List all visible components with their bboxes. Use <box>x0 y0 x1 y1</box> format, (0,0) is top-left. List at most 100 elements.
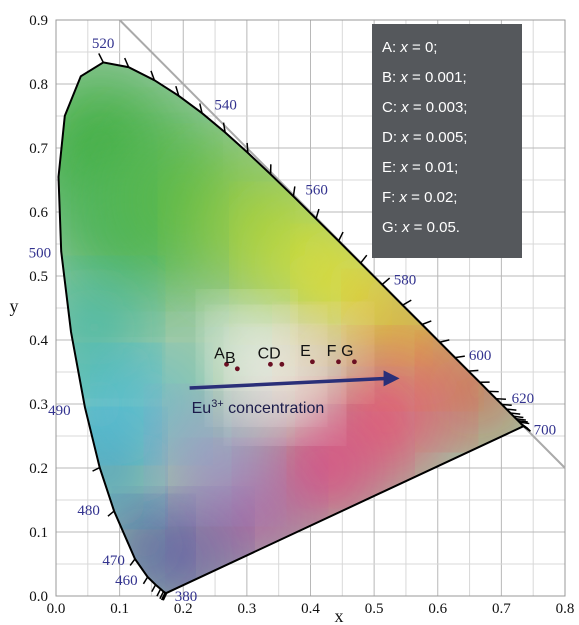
wavelength-label-600: 600 <box>469 348 492 364</box>
y-tick-label: 0.7 <box>29 141 48 157</box>
locus-tick <box>315 208 320 219</box>
color-blob <box>58 282 139 372</box>
y-tick-label: 0.3 <box>29 397 48 413</box>
y-tick-label: 0.6 <box>29 205 48 221</box>
axes: 0.0 0.1 0.2 0.3 0.4 0.5 0.6 0.7 0.8 0.0 0.1 0.2 0.3 0… <box>29 13 574 617</box>
wavelength-label-520: 520 <box>92 36 115 52</box>
wavelength-label-460: 460 <box>115 573 138 589</box>
arrow-head <box>383 370 400 387</box>
locus-tick <box>292 186 296 197</box>
locus-tick <box>199 103 203 114</box>
y-axis-label: y <box>10 296 19 316</box>
locus-tick <box>506 408 517 411</box>
wavelength-label-470: 470 <box>102 553 125 569</box>
locus-tick <box>515 417 527 421</box>
wavelength-label-700: 700 <box>534 422 557 438</box>
color-blob <box>265 410 381 526</box>
point-F <box>336 359 341 365</box>
locus-tick <box>454 355 465 359</box>
locus-tick <box>468 369 479 372</box>
locus-tick <box>222 122 226 133</box>
concentration-arrow: Eu3+ concentration <box>189 370 400 417</box>
point-E <box>310 359 315 365</box>
wavelength-label-580: 580 <box>394 272 417 288</box>
x-tick-label: 0.5 <box>365 601 384 617</box>
x-tick-label: 0.6 <box>428 601 447 617</box>
color-blob <box>215 308 279 372</box>
arrow-shaft <box>189 376 388 390</box>
point-label-G: G <box>341 343 353 360</box>
y-tick-label: 0.0 <box>29 589 48 605</box>
locus-tick <box>160 592 166 601</box>
y-tick-label: 0.9 <box>29 13 48 29</box>
locus-tick <box>107 510 115 517</box>
locus-tick <box>92 466 101 472</box>
wavelength-label-380: 380 <box>175 589 198 605</box>
plot-frame <box>55 19 566 597</box>
color-blob <box>437 353 515 430</box>
legend-entry: E: x = 0.01; <box>382 159 458 176</box>
legend-entry: D: x = 0.005; <box>382 129 467 146</box>
color-blob <box>170 410 260 500</box>
locus-tick <box>402 299 412 306</box>
point-label-C: C <box>258 345 270 362</box>
legend-entry: B: x = 0.001; <box>382 69 467 86</box>
point-label-E: E <box>300 343 311 360</box>
locus-tick <box>360 254 368 264</box>
x-tick-label: 0.8 <box>556 601 575 617</box>
locus-tick <box>246 142 249 153</box>
locus-tick <box>495 397 506 401</box>
locus-tick <box>510 412 521 415</box>
locus-ticks <box>92 53 531 601</box>
locus-tick <box>517 419 528 423</box>
locus-tick <box>159 591 165 600</box>
legend-entry: C: x = 0.003; <box>382 99 467 116</box>
x-tick-label: 0.2 <box>174 601 193 617</box>
point-C <box>268 361 273 367</box>
legend-entry: F: x = 0.02; <box>382 189 457 206</box>
locus-tick <box>150 70 156 81</box>
locus-tick <box>175 85 180 96</box>
legend: A: x = 0; B: x = 0.001; C: x = 0.003; D: x … <box>372 24 522 258</box>
x-axis-label: x <box>335 606 344 625</box>
wavelength-label-560: 560 <box>305 183 328 199</box>
locus-tick <box>523 425 531 432</box>
legend-entry: G: x = 0.05. <box>382 219 460 236</box>
point-label-A: A <box>214 345 225 362</box>
locus-tick <box>439 339 450 343</box>
x-tick-label: 0.7 <box>492 601 511 617</box>
wavelength-label-620: 620 <box>512 391 535 407</box>
wavelength-label-500: 500 <box>29 246 52 262</box>
y-tick-label: 0.5 <box>29 269 48 285</box>
legend-box <box>372 24 522 258</box>
locus-tick <box>501 403 512 407</box>
locus-tick <box>156 588 162 597</box>
y-tick-label: 0.8 <box>29 77 48 93</box>
locus-tick <box>421 320 432 326</box>
point-B <box>234 366 240 372</box>
x-tick-label: 0.0 <box>47 601 66 617</box>
wavelength-labels: 380 460 470 480 490 500 520 540 560 580 600 620 700 <box>29 36 557 605</box>
locus-tick <box>519 421 530 425</box>
locus-tick <box>98 53 104 63</box>
point-D <box>279 361 285 367</box>
y-tick-label: 0.2 <box>29 461 48 477</box>
locus-tick <box>381 277 391 286</box>
locus-tick <box>124 57 130 68</box>
spectral-locus <box>57 61 526 595</box>
x-tick-label: 0.4 <box>301 601 320 617</box>
arrow-label: Eu3+ concentration <box>192 398 325 417</box>
locus-tick <box>161 592 167 601</box>
wavelength-label-540: 540 <box>214 97 237 113</box>
point-label-D: D <box>269 345 281 362</box>
color-blob <box>113 365 190 443</box>
locus-tick <box>142 576 149 585</box>
locus-tick <box>129 558 136 566</box>
x-tick-label: 0.3 <box>238 601 257 617</box>
y-tick-label: 0.4 <box>29 333 48 349</box>
locus-tick <box>513 415 524 419</box>
locus-tick <box>151 584 157 593</box>
legend-entry: A: x = 0; <box>382 39 437 56</box>
x-tick-label: 0.1 <box>110 601 129 617</box>
